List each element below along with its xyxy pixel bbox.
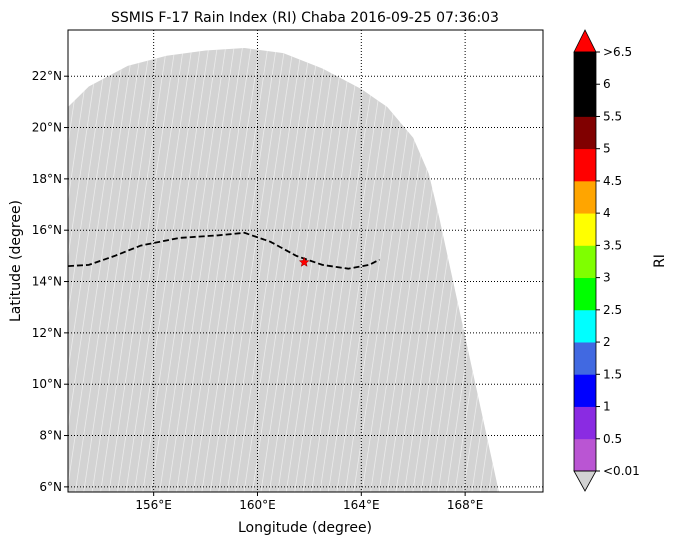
scan-line bbox=[68, 48, 137, 492]
scan-line bbox=[318, 48, 390, 492]
scan-line bbox=[141, 48, 213, 492]
y-tick-label: 12°N bbox=[32, 326, 62, 340]
x-tick-label: 164°E bbox=[343, 498, 380, 512]
colorbar-segment bbox=[574, 180, 596, 214]
scan-line bbox=[116, 48, 188, 492]
y-tick-label: 10°N bbox=[32, 377, 62, 391]
scan-line bbox=[82, 48, 154, 492]
colorbar-segment bbox=[574, 148, 596, 182]
scan-line bbox=[192, 48, 264, 492]
x-axis-label: Longitude (degree) bbox=[238, 520, 372, 536]
scan-line bbox=[68, 48, 112, 492]
colorbar-tick-label: 2 bbox=[603, 335, 611, 349]
colorbar-tick-label: >6.5 bbox=[603, 45, 632, 59]
scan-line bbox=[68, 48, 95, 492]
colorbar-tick-label: 3.5 bbox=[603, 238, 622, 252]
colorbar-tick-label: 4 bbox=[603, 206, 611, 220]
colorbar-segment bbox=[574, 406, 596, 440]
colorbar-segment bbox=[574, 84, 596, 117]
colorbar-frame bbox=[573, 51, 597, 472]
storm-track-layer bbox=[68, 231, 380, 270]
colorbar-tick-label: 0.5 bbox=[603, 432, 622, 446]
colorbar-tick-label: <0.01 bbox=[603, 464, 640, 478]
scan-line bbox=[68, 48, 103, 492]
scan-line bbox=[285, 48, 356, 492]
scan-line bbox=[251, 48, 323, 492]
scan-line bbox=[68, 48, 120, 492]
scan-line bbox=[234, 48, 306, 492]
y-tick-label: 8°N bbox=[39, 429, 62, 443]
y-tick-label: 18°N bbox=[32, 172, 62, 186]
scan-line bbox=[242, 48, 314, 492]
scan-line bbox=[310, 48, 382, 492]
gridlines bbox=[68, 30, 543, 492]
colorbar-segment bbox=[574, 438, 596, 472]
colorbar-segment bbox=[574, 277, 596, 311]
scan-line bbox=[68, 48, 86, 492]
scan-line bbox=[589, 25, 659, 497]
scan-line bbox=[68, 48, 129, 492]
colorbar-segment bbox=[574, 374, 596, 407]
colorbar-tick-label: 1.5 bbox=[603, 367, 622, 381]
x-tick-label: 168°E bbox=[447, 498, 484, 512]
y-tick-label: 20°N bbox=[32, 121, 62, 135]
plot-frame bbox=[67, 29, 544, 493]
colorbar: <0.01 0.5 1 1.5 2 2.5 3 3.5 4 4.5 5 5.5 6 >6.5 bbox=[573, 29, 640, 492]
colorbar-segment bbox=[574, 52, 596, 85]
scan-line bbox=[99, 48, 171, 492]
scan-line bbox=[301, 48, 373, 492]
swath-layer bbox=[68, 25, 659, 497]
colorbar-segment bbox=[574, 342, 596, 375]
chart-title: SSMIS F-17 Rain Index (RI) Chaba 2016-09… bbox=[111, 10, 499, 26]
colorbar-segment bbox=[574, 245, 596, 279]
y-axis-ticks: 6°N 8°N 10°N 12°N 14°N 16°N 18°N 20°N 22°N bbox=[32, 69, 68, 494]
scan-line bbox=[150, 48, 221, 492]
colorbar-tick-label: 1 bbox=[603, 400, 611, 414]
swath-area bbox=[68, 48, 499, 492]
scan-line bbox=[158, 48, 230, 492]
y-tick-label: 22°N bbox=[32, 69, 62, 83]
scan-line bbox=[226, 48, 297, 492]
colorbar-segment bbox=[574, 213, 596, 246]
y-tick-label: 6°N bbox=[39, 480, 62, 494]
colorbar-label: RI bbox=[652, 254, 668, 268]
scan-line bbox=[124, 48, 196, 492]
colorbar-tick-label: 6 bbox=[603, 77, 611, 91]
scan-line bbox=[470, 48, 499, 492]
scan-line bbox=[183, 48, 255, 492]
colorbar-tick-label: 5 bbox=[603, 142, 611, 156]
scan-line bbox=[209, 48, 280, 492]
x-axis-ticks: 156°E 160°E 164°E 168°E bbox=[135, 492, 483, 512]
plot-area bbox=[67, 25, 659, 497]
scan-line bbox=[293, 48, 365, 492]
colorbar-tick-label: 5.5 bbox=[603, 109, 622, 123]
scan-line bbox=[217, 48, 289, 492]
scan-line bbox=[133, 48, 205, 492]
scan-line bbox=[166, 48, 238, 492]
scan-line bbox=[91, 48, 162, 492]
colorbar-tick-label: 2.5 bbox=[603, 303, 622, 317]
colorbar-tick-label: 3 bbox=[603, 271, 611, 285]
scan-line bbox=[259, 48, 331, 492]
storm-track-line bbox=[68, 231, 380, 270]
x-tick-label: 160°E bbox=[239, 498, 276, 512]
colorbar-segment bbox=[574, 116, 596, 150]
scan-line bbox=[74, 48, 145, 492]
storm-center-marker bbox=[298, 256, 310, 267]
colorbar-max-extension bbox=[573, 29, 597, 53]
scan-line bbox=[200, 48, 272, 492]
x-tick-label: 156°E bbox=[135, 498, 172, 512]
colorbar-segment bbox=[574, 309, 596, 343]
y-axis-label: Latitude (degree) bbox=[8, 200, 24, 322]
scan-line bbox=[175, 48, 247, 492]
scan-line bbox=[107, 48, 179, 492]
y-tick-label: 14°N bbox=[32, 275, 62, 289]
y-tick-label: 16°N bbox=[32, 223, 62, 237]
colorbar-min-extension bbox=[573, 470, 597, 492]
colorbar-tick-label: 4.5 bbox=[603, 174, 622, 188]
